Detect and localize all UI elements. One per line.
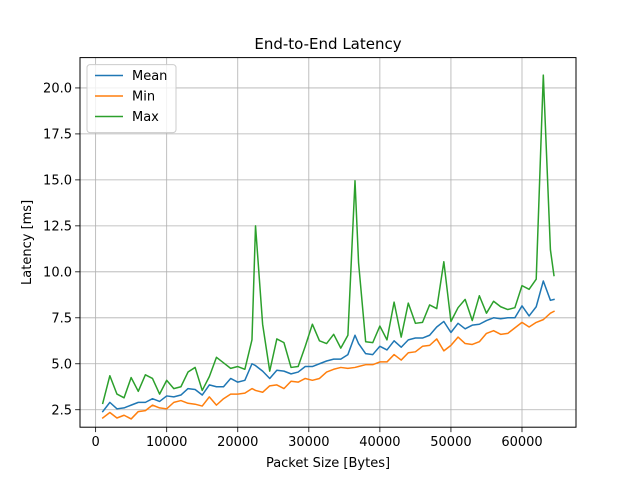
y-tick-label: 2.5 (51, 403, 72, 418)
x-tick-label: 40000 (359, 435, 400, 450)
series-lines (101, 74, 555, 420)
series-line-min (101, 310, 555, 420)
x-axis-ticks: 0 10000 20000 30000 40000 50000 60000 (91, 427, 543, 450)
series-line-mean (101, 280, 555, 413)
y-tick-label: 12.5 (43, 219, 72, 234)
y-tick-label: 5.0 (51, 357, 72, 372)
plot-frame (79, 57, 577, 428)
legend-label-min: Min (132, 90, 155, 105)
legend-label-mean: Mean (132, 69, 167, 84)
legend-label-max: Max (132, 110, 159, 125)
x-tick-label: 30000 (288, 435, 329, 450)
x-tick-label: 50000 (430, 435, 471, 450)
y-tick-label: 7.5 (51, 311, 72, 326)
chart-title: End-to-End Latency (254, 35, 401, 53)
y-tick-label: 20.0 (43, 82, 72, 97)
legend-box (86, 64, 177, 134)
series-line-max (101, 74, 555, 405)
y-axis-ticks: 2.5 5.0 7.5 10.0 12.5 15.0 17.5 20.0 (43, 82, 80, 418)
x-tick-label: 0 (91, 435, 99, 450)
y-axis-label: Latency [ms] (20, 200, 35, 285)
y-tick-label: 17.5 (43, 128, 72, 143)
legend: Mean Min Max (86, 64, 177, 134)
y-tick-label: 15.0 (43, 173, 72, 188)
x-tick-label: 10000 (146, 435, 187, 450)
x-tick-label: 20000 (217, 435, 258, 450)
y-tick-label: 10.0 (43, 265, 72, 280)
x-tick-label: 60000 (501, 435, 542, 450)
x-axis-label: Packet Size [Bytes] (266, 456, 390, 471)
